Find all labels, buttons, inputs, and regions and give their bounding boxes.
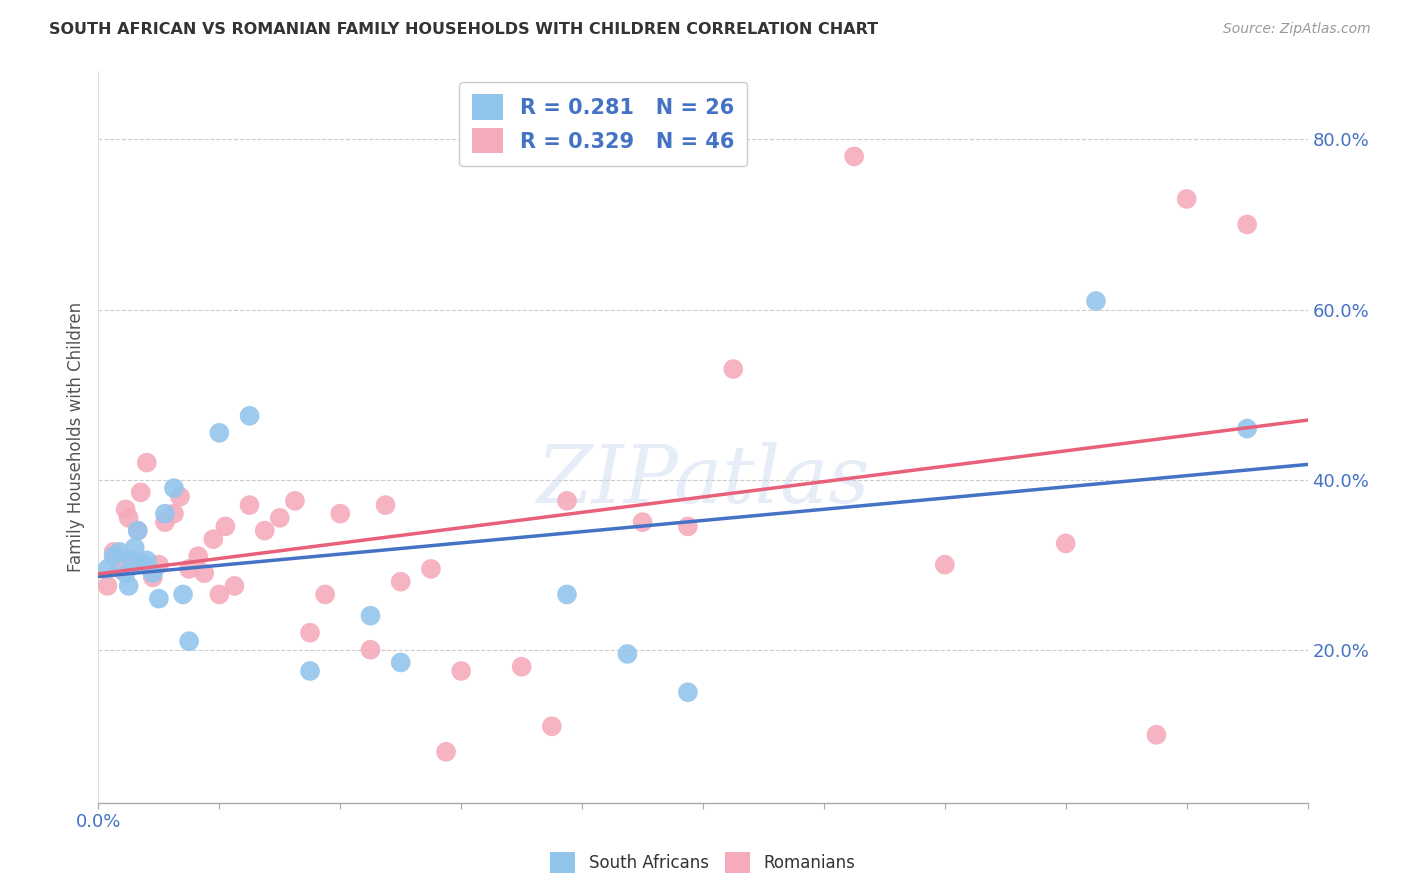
Point [208, 587, 231, 601]
Point [148, 558, 170, 572]
Point [360, 642, 382, 657]
Point [142, 566, 165, 581]
Point [108, 545, 131, 559]
Point [723, 362, 745, 376]
Point [208, 425, 231, 440]
Point [127, 524, 149, 538]
Point [224, 579, 246, 593]
Point [934, 558, 956, 572]
Point [389, 574, 412, 589]
Point [121, 553, 143, 567]
Point [96, 579, 118, 593]
Legend: R = 0.281   N = 26, R = 0.329   N = 46: R = 0.281 N = 26, R = 0.329 N = 46 [460, 82, 747, 166]
Point [844, 149, 866, 163]
Point [374, 498, 396, 512]
Point [1236, 218, 1258, 232]
Point [1144, 728, 1167, 742]
Point [103, 549, 125, 563]
Text: SOUTH AFRICAN VS ROMANIAN FAMILY HOUSEHOLDS WITH CHILDREN CORRELATION CHART: SOUTH AFRICAN VS ROMANIAN FAMILY HOUSEHO… [49, 22, 879, 37]
Point [420, 562, 443, 576]
Point [360, 608, 382, 623]
Point [214, 519, 236, 533]
Text: Source: ZipAtlas.com: Source: ZipAtlas.com [1223, 22, 1371, 37]
Point [1236, 421, 1258, 435]
Point [135, 456, 157, 470]
Point [142, 570, 165, 584]
Point [193, 566, 215, 581]
Point [555, 494, 578, 508]
Point [616, 647, 638, 661]
Point [163, 507, 186, 521]
Point [153, 515, 176, 529]
Point [202, 532, 225, 546]
Point [540, 719, 562, 733]
Point [631, 515, 654, 529]
Y-axis label: Family Households with Children: Family Households with Children [66, 302, 84, 572]
Point [389, 656, 412, 670]
Point [1175, 192, 1198, 206]
Point [314, 587, 336, 601]
Point [172, 587, 194, 601]
Point [163, 481, 186, 495]
Point [329, 507, 352, 521]
Point [179, 634, 201, 648]
Legend: South Africans, Romanians: South Africans, Romanians [544, 846, 862, 880]
Point [1054, 536, 1077, 550]
Point [153, 507, 176, 521]
Point [555, 587, 578, 601]
Point [114, 566, 136, 581]
Point [510, 659, 533, 673]
Point [118, 511, 141, 525]
Point [187, 549, 209, 563]
Point [299, 625, 322, 640]
Text: ZIPatlas: ZIPatlas [536, 442, 870, 520]
Point [1085, 293, 1108, 308]
Point [179, 562, 201, 576]
Point [284, 494, 307, 508]
Point [676, 519, 699, 533]
Point [239, 498, 262, 512]
Point [269, 511, 291, 525]
Point [239, 409, 262, 423]
Point [118, 579, 141, 593]
Point [108, 562, 131, 576]
Point [132, 558, 155, 572]
Point [96, 562, 118, 576]
Point [253, 524, 276, 538]
Point [135, 553, 157, 567]
Point [114, 502, 136, 516]
Point [169, 490, 191, 504]
Point [103, 545, 125, 559]
Point [299, 664, 322, 678]
Point [127, 524, 149, 538]
Point [124, 558, 146, 572]
Point [450, 664, 472, 678]
Point [129, 485, 152, 500]
Point [124, 541, 146, 555]
Point [676, 685, 699, 699]
Point [148, 591, 170, 606]
Point [434, 745, 457, 759]
